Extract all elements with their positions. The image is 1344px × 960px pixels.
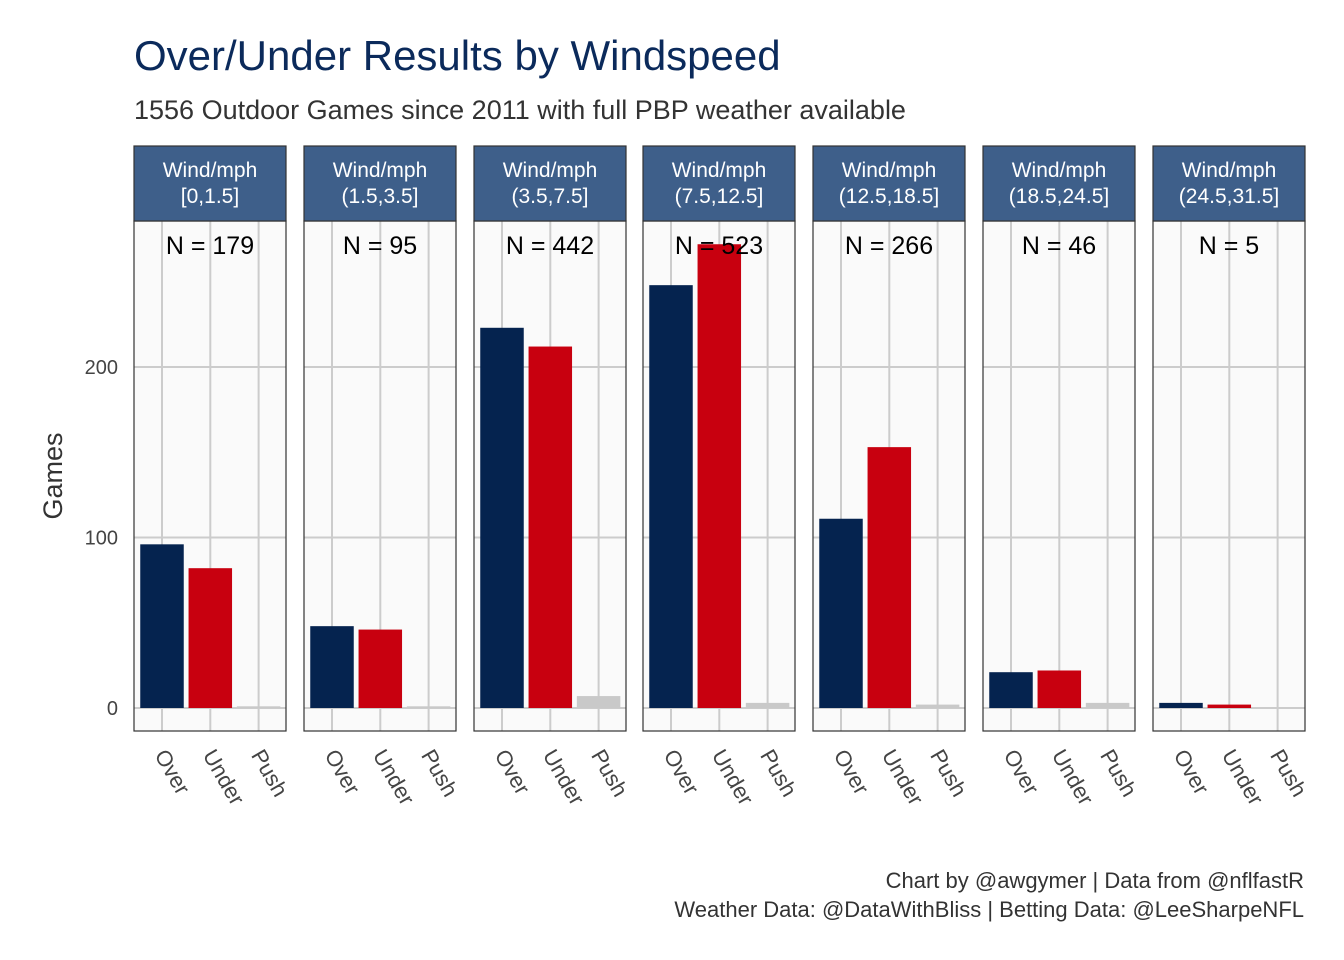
bar-under bbox=[697, 244, 742, 709]
x-tick-label: Under bbox=[1217, 745, 1269, 809]
x-tick-label: Push bbox=[1265, 745, 1312, 801]
x-tick-label: Under bbox=[198, 745, 250, 809]
x-tick-label: Push bbox=[1095, 745, 1142, 801]
bar-over bbox=[310, 626, 354, 708]
x-tick-label: Over bbox=[659, 745, 704, 799]
facet-strip-label: (12.5,18.5] bbox=[839, 185, 939, 208]
x-tick-label: Over bbox=[150, 745, 195, 799]
bar-push bbox=[576, 696, 621, 708]
x-tick-label: Push bbox=[925, 745, 972, 801]
x-tick-label: Over bbox=[490, 745, 535, 799]
x-tick-label: Push bbox=[246, 745, 293, 801]
y-tick-label: 100 bbox=[85, 528, 118, 550]
n-label: N = 266 bbox=[845, 232, 933, 260]
bar-over bbox=[1159, 702, 1203, 708]
caption-line-2: Weather Data: @DataWithBliss | Betting D… bbox=[674, 897, 1304, 922]
x-tick-label: Over bbox=[320, 745, 365, 799]
facet-strip-label: Wind/mph bbox=[333, 159, 428, 182]
y-tick-label: 200 bbox=[85, 357, 118, 379]
facet-strip bbox=[982, 145, 1136, 222]
n-label: N = 523 bbox=[675, 232, 763, 260]
x-tick-label: Over bbox=[829, 745, 874, 799]
bar-push bbox=[236, 706, 281, 708]
bar-over bbox=[480, 327, 524, 708]
bar-over bbox=[649, 285, 693, 708]
n-label: N = 5 bbox=[1199, 232, 1259, 260]
bar-under bbox=[1207, 704, 1252, 708]
facet-strip-label: Wind/mph bbox=[1012, 159, 1107, 182]
x-tick-label: Under bbox=[538, 745, 590, 809]
facet-strip bbox=[642, 145, 796, 222]
y-axis-title: Games bbox=[38, 432, 68, 519]
facet-strip-label: Wind/mph bbox=[1182, 159, 1277, 182]
facet-strip-label: (7.5,12.5] bbox=[675, 185, 764, 208]
x-tick-label: Under bbox=[1047, 745, 1099, 809]
chart-subtitle: 1556 Outdoor Games since 2011 with full … bbox=[134, 95, 906, 125]
bar-push bbox=[1085, 702, 1130, 708]
x-tick-label: Push bbox=[586, 745, 633, 801]
bar-under bbox=[188, 568, 233, 708]
facet-strip-label: Wind/mph bbox=[672, 159, 767, 182]
x-tick-label: Under bbox=[877, 745, 929, 809]
bar-over bbox=[989, 672, 1033, 708]
bar-push bbox=[406, 706, 451, 708]
bar-under bbox=[1037, 670, 1082, 708]
facet-strip bbox=[1152, 145, 1306, 222]
facet-strip-label: (1.5,3.5] bbox=[341, 185, 418, 208]
facet-strip-label: [0,1.5] bbox=[181, 185, 239, 208]
bar-over bbox=[819, 518, 863, 708]
facet-strip bbox=[303, 145, 457, 222]
x-tick-label: Under bbox=[368, 745, 420, 809]
x-tick-label: Under bbox=[707, 745, 759, 809]
x-tick-label: Over bbox=[999, 745, 1044, 799]
facet-strip bbox=[473, 145, 627, 222]
facet-strip-label: (3.5,7.5] bbox=[511, 185, 588, 208]
x-tick-label: Push bbox=[416, 745, 463, 801]
bar-push bbox=[745, 702, 790, 708]
facet-strip-label: Wind/mph bbox=[842, 159, 937, 182]
n-label: N = 95 bbox=[343, 232, 417, 260]
caption-line-1: Chart by @awgymer | Data from @nflfastR bbox=[885, 868, 1304, 893]
facet-strip bbox=[812, 145, 966, 222]
facet-strip-label: (18.5,24.5] bbox=[1009, 185, 1109, 208]
facet-strip-label: (24.5,31.5] bbox=[1179, 185, 1279, 208]
chart-caption: Chart by @awgymer | Data from @nflfastR … bbox=[674, 866, 1304, 924]
bar-under bbox=[358, 629, 403, 708]
bar-over bbox=[140, 544, 184, 708]
bar-push bbox=[915, 704, 960, 708]
n-label: N = 46 bbox=[1022, 232, 1096, 260]
bar-under bbox=[867, 447, 912, 708]
x-tick-label: Push bbox=[755, 745, 802, 801]
x-tick-label: Over bbox=[1169, 745, 1214, 799]
n-label: N = 179 bbox=[166, 232, 254, 260]
n-label: N = 442 bbox=[506, 232, 594, 260]
chart-title: Over/Under Results by Windspeed bbox=[134, 32, 781, 79]
y-tick-label: 0 bbox=[107, 698, 118, 720]
facet-strip-label: Wind/mph bbox=[163, 159, 258, 182]
facet-strip-label: Wind/mph bbox=[503, 159, 598, 182]
facet-strip bbox=[133, 145, 287, 222]
bar-under bbox=[528, 346, 573, 708]
